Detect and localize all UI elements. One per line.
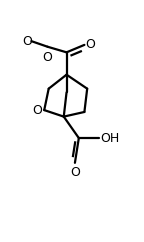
- Text: O: O: [70, 166, 80, 179]
- Text: O: O: [32, 104, 42, 117]
- Text: O: O: [23, 35, 33, 48]
- Text: OH: OH: [101, 132, 120, 144]
- Text: O: O: [43, 51, 53, 64]
- Text: O: O: [86, 38, 95, 51]
